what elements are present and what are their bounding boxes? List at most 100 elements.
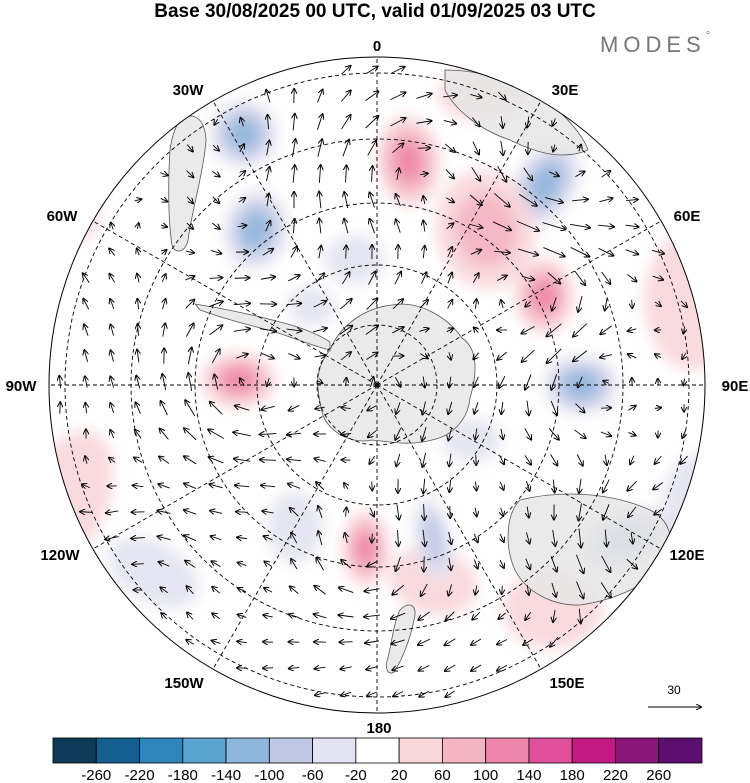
colorbar-tick-3: -140 bbox=[211, 767, 241, 783]
wind-vector-293 bbox=[85, 456, 87, 464]
wind-vector-82 bbox=[137, 223, 139, 229]
wind-vector-348 bbox=[290, 508, 299, 517]
wind-vector-222 bbox=[136, 376, 139, 389]
wind-vector-151 bbox=[185, 300, 195, 309]
wind-vector-428 bbox=[289, 614, 300, 617]
wind-vector-382 bbox=[605, 529, 606, 547]
wind-vector-166 bbox=[578, 296, 583, 312]
wind-vector-168 bbox=[632, 299, 633, 308]
wind-vector-376 bbox=[449, 531, 452, 544]
wind-vector-185 bbox=[446, 328, 453, 331]
wind-vector-146 bbox=[652, 276, 663, 280]
wind-vector-426 bbox=[238, 615, 247, 618]
wind-vector-56 bbox=[497, 166, 507, 181]
wind-vector-347 bbox=[262, 511, 274, 513]
wind-vector-110 bbox=[319, 246, 321, 259]
wind-vector-357 bbox=[527, 506, 529, 518]
map-disk bbox=[49, 57, 705, 713]
wind-vector-448 bbox=[391, 639, 405, 644]
wind-vector-215 bbox=[600, 355, 613, 358]
wind-vector-174 bbox=[163, 323, 165, 337]
wind-vector-141 bbox=[521, 276, 535, 280]
wind-vector-325 bbox=[288, 484, 301, 489]
colorbar-tick-11: 180 bbox=[560, 767, 585, 783]
colorbar-tick-6: -20 bbox=[345, 767, 367, 783]
wind-vector-387 bbox=[211, 561, 221, 568]
wind-vector-167 bbox=[605, 297, 608, 311]
wind-vector-161 bbox=[447, 300, 453, 309]
lon-label-120e: 120E bbox=[669, 547, 704, 564]
wind-vector-226 bbox=[240, 378, 244, 386]
wind-vector-88 bbox=[293, 219, 294, 234]
anomaly-blob-2-level-1 bbox=[454, 193, 517, 267]
colorbar-swatch-3 bbox=[182, 737, 227, 764]
wind-vector-17 bbox=[316, 114, 322, 131]
wind-vector-211 bbox=[497, 351, 508, 360]
anomaly-blob-22-level-0 bbox=[441, 417, 502, 462]
colorbar-swatch-13 bbox=[615, 737, 660, 764]
wind-vector-423 bbox=[161, 613, 168, 620]
wind-vector-118 bbox=[517, 248, 538, 255]
wind-vector-292 bbox=[682, 429, 685, 438]
wind-vector-63 bbox=[186, 196, 193, 204]
wind-vector-274 bbox=[208, 429, 225, 439]
wind-vector-57 bbox=[523, 167, 533, 181]
wind-vector-469 bbox=[393, 691, 404, 697]
wind-vector-183 bbox=[392, 327, 403, 334]
wind-vector-277 bbox=[287, 433, 302, 435]
wind-vector-405 bbox=[160, 587, 168, 594]
wind-vector-1 bbox=[366, 66, 377, 74]
wind-vector-155 bbox=[286, 303, 301, 304]
wind-vector-339 bbox=[653, 482, 664, 489]
wind-vector-224 bbox=[188, 373, 191, 391]
wind-vector-18 bbox=[341, 115, 350, 130]
wind-vector-81 bbox=[111, 223, 113, 230]
wind-vector-396 bbox=[449, 557, 451, 570]
wind-vector-467 bbox=[341, 692, 352, 695]
wind-vector-181 bbox=[339, 326, 353, 335]
wind-vector-300 bbox=[260, 460, 277, 461]
wind-vector-260 bbox=[474, 402, 478, 413]
wind-vector-243 bbox=[683, 378, 684, 386]
wind-vector-10 bbox=[443, 95, 457, 97]
wind-vector-410 bbox=[290, 586, 299, 594]
wind-vector-409 bbox=[264, 588, 273, 592]
wind-vector-223 bbox=[162, 374, 165, 391]
wind-vector-390 bbox=[291, 559, 298, 570]
wind-vector-282 bbox=[422, 427, 427, 441]
wind-vector-45 bbox=[212, 170, 219, 176]
wind-vector-145 bbox=[627, 274, 636, 281]
colorbar-swatch-8 bbox=[398, 737, 443, 764]
wind-vector-91 bbox=[369, 219, 375, 234]
wind-vector-284 bbox=[475, 428, 477, 439]
wind-vector-129 bbox=[209, 278, 223, 279]
wind-vector-74 bbox=[469, 194, 482, 205]
wind-vector-106 bbox=[210, 250, 222, 253]
wind-vector-304 bbox=[369, 455, 376, 464]
wind-vector-214 bbox=[573, 350, 588, 362]
anomaly-blob-23-level-0 bbox=[287, 286, 336, 327]
wind-vector-440 bbox=[186, 640, 194, 644]
lon-label-60w: 60W bbox=[47, 208, 79, 225]
wind-vector-90 bbox=[344, 219, 349, 234]
wind-vector-79 bbox=[599, 198, 612, 201]
modes-logo-text: MODES bbox=[600, 32, 706, 57]
wind-vector-435 bbox=[472, 612, 481, 619]
colorbar-swatch-7 bbox=[355, 737, 400, 764]
wind-vector-163 bbox=[501, 300, 503, 309]
wind-vector-262 bbox=[527, 400, 529, 416]
wind-vector-362 bbox=[654, 508, 663, 515]
wind-vector-422 bbox=[600, 582, 611, 597]
wind-vector-285 bbox=[501, 428, 503, 439]
wind-vector-305 bbox=[396, 453, 400, 466]
wind-vector-340 bbox=[80, 512, 92, 513]
wind-vector-256 bbox=[367, 405, 377, 411]
wind-vector-70 bbox=[370, 192, 375, 208]
wind-vector-135 bbox=[368, 271, 376, 285]
meridian-210 bbox=[212, 384, 378, 670]
wind-vector-459 bbox=[340, 667, 352, 669]
wind-vector-239 bbox=[578, 376, 583, 388]
wind-vector-97 bbox=[516, 220, 539, 230]
wind-vector-373 bbox=[372, 533, 373, 543]
